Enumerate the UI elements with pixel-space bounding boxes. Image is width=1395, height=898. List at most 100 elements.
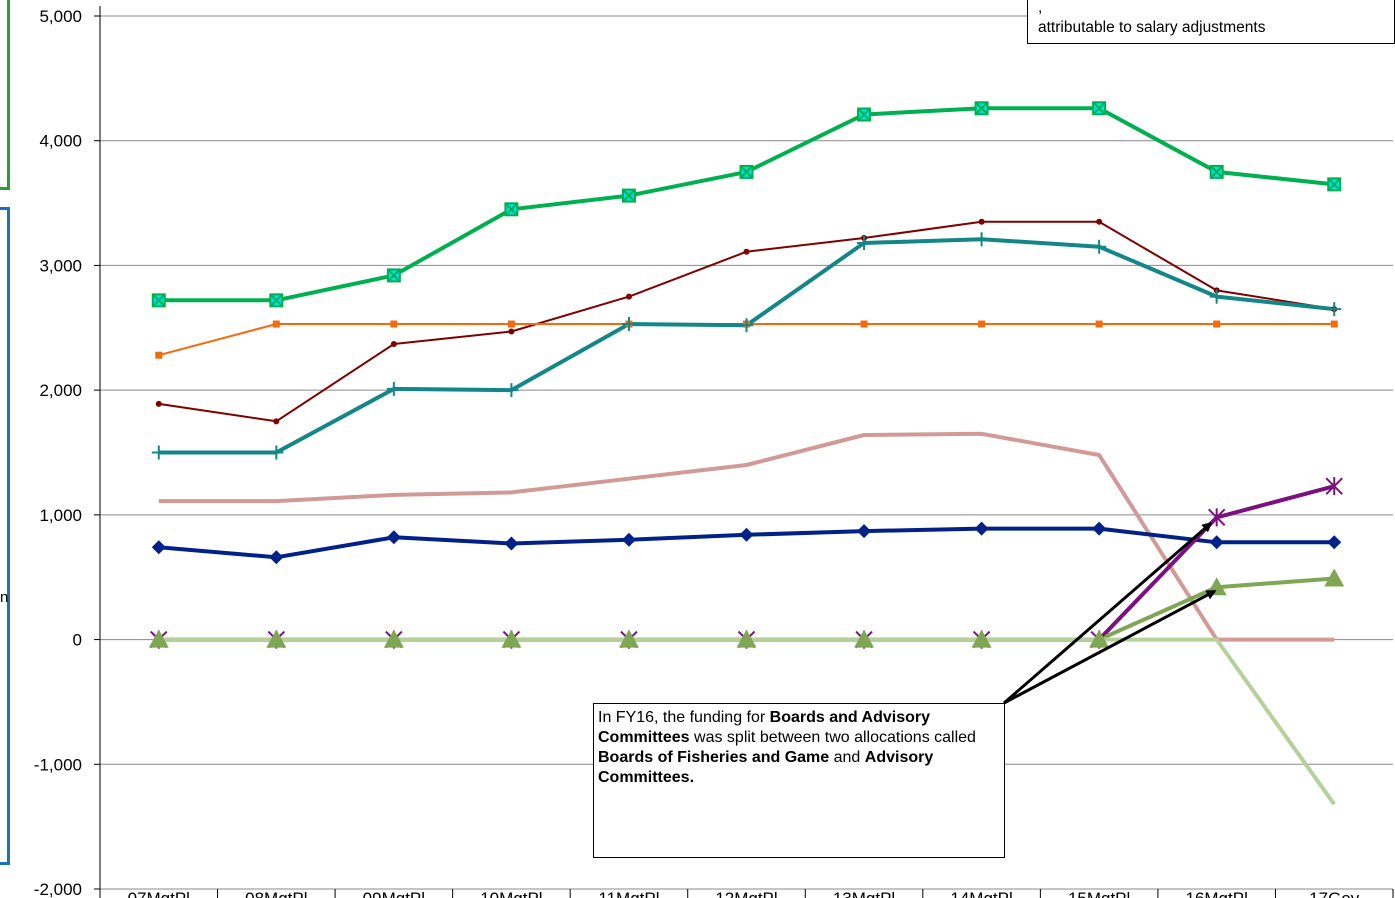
annotation-arrow xyxy=(1003,522,1213,705)
annotation-arrow xyxy=(1003,589,1217,705)
data-point xyxy=(390,340,397,347)
data-point xyxy=(625,293,632,300)
data-point xyxy=(386,268,401,283)
annotation-text-3: and xyxy=(829,749,865,766)
data-point xyxy=(507,320,515,328)
data-point xyxy=(621,188,636,203)
y-tick-label: 4,000 xyxy=(39,132,82,151)
data-point xyxy=(266,629,287,648)
x-tick-label: 10MgtPl xyxy=(480,889,542,898)
data-point xyxy=(974,521,989,536)
y-tick-label: -2,000 xyxy=(34,880,82,898)
data-point xyxy=(1092,521,1107,536)
left-legend-frame-green xyxy=(0,0,10,190)
data-point xyxy=(151,540,166,555)
data-point xyxy=(739,527,754,542)
salary-note-line1: , xyxy=(1038,0,1043,16)
y-tick-label: 1,000 xyxy=(39,506,82,525)
data-point xyxy=(155,400,162,407)
data-point xyxy=(1209,535,1224,550)
data-point xyxy=(151,293,166,308)
clipped-label-text: n xyxy=(0,589,9,606)
data-point xyxy=(1330,320,1338,328)
data-point xyxy=(386,381,401,396)
data-point xyxy=(269,550,284,565)
data-point xyxy=(1209,289,1224,304)
data-point xyxy=(1213,320,1221,328)
series-line xyxy=(158,484,1335,642)
data-point xyxy=(501,629,522,648)
annotation-arrows xyxy=(1003,522,1217,705)
data-point xyxy=(978,320,986,328)
x-tick-label: 17Gov xyxy=(1309,889,1360,898)
annotation-bold-3: Advisory Committees. xyxy=(598,749,934,786)
data-point xyxy=(1092,101,1107,116)
data-point xyxy=(148,629,169,648)
data-point xyxy=(1327,535,1342,550)
data-point xyxy=(971,629,992,648)
data-point xyxy=(504,383,519,398)
x-tick-label: 11MgtPl xyxy=(598,889,659,898)
data-point xyxy=(743,248,750,255)
data-point xyxy=(269,445,284,460)
x-axis: 07MgtPl 08MgtPl 09MgtPl 10MgtPl 11MgtPl 12Mgt… xyxy=(99,6,1394,898)
annotation-bold-1: Boards and Advisory Committees xyxy=(598,709,931,746)
annotation-text-2: was split between two allocations called xyxy=(689,729,976,746)
data-point xyxy=(1089,629,1110,648)
data-point xyxy=(736,629,757,648)
data-point xyxy=(1209,164,1224,179)
fy16-annotation-box: In FY16, the funding for Boards and Advi… xyxy=(593,703,1005,858)
x-tick-label: 14MgtPl xyxy=(950,889,1012,898)
data-point xyxy=(739,318,754,333)
salary-note-line2: attributable to salary adjustments xyxy=(1038,19,1266,36)
x-tick-label: 07MgtPl xyxy=(128,889,190,898)
y-axis-ticks: 5,000 4,000 3,000 2,000 1,000 0 -1,000 -2,000 xyxy=(34,7,100,898)
y-tick-label: 2,000 xyxy=(39,381,82,400)
x-tick-label: 09MgtPl xyxy=(363,889,425,898)
data-point xyxy=(383,629,404,648)
y-tick-label: 5,000 xyxy=(39,7,82,26)
data-point xyxy=(269,293,284,308)
data-point xyxy=(621,317,636,332)
series-line xyxy=(158,431,1335,642)
data-point xyxy=(739,164,754,179)
data-point xyxy=(508,328,515,335)
data-point xyxy=(1325,477,1343,496)
data-point xyxy=(1324,568,1345,587)
data-point xyxy=(860,320,868,328)
data-point xyxy=(974,232,989,247)
data-point xyxy=(1092,239,1107,254)
annotation-text-1: In FY16, the funding for xyxy=(598,709,770,726)
data-point xyxy=(504,536,519,551)
series-lines xyxy=(158,106,1336,806)
data-point xyxy=(390,320,398,328)
x-tick-label: 16MgtPl xyxy=(1185,889,1247,898)
data-point xyxy=(1327,177,1342,192)
x-tick-label: 12MgtPl xyxy=(715,889,777,898)
salary-note-box: , attributable to salary adjustments xyxy=(1027,0,1395,44)
x-tick-label: 13MgtPl xyxy=(833,889,895,898)
data-point xyxy=(386,530,401,545)
data-point xyxy=(621,532,636,547)
left-legend-frame-blue xyxy=(0,207,10,865)
data-point xyxy=(272,320,280,328)
data-point xyxy=(151,445,166,460)
data-point xyxy=(618,629,639,648)
data-point xyxy=(155,351,163,359)
data-point xyxy=(504,202,519,217)
data-point xyxy=(854,629,875,648)
x-tick-label: 08MgtPl xyxy=(245,889,307,898)
data-point xyxy=(974,101,989,116)
data-point xyxy=(857,524,872,539)
data-point xyxy=(1096,218,1103,225)
data-point xyxy=(1327,302,1342,317)
y-tick-label: 0 xyxy=(73,631,82,650)
series-line xyxy=(158,237,1335,455)
data-point xyxy=(273,418,280,425)
annotation-bold-2: Boards of Fisheries and Game xyxy=(598,749,830,766)
data-point xyxy=(857,107,872,122)
data-point xyxy=(978,218,985,225)
data-point xyxy=(1095,320,1103,328)
data-point xyxy=(857,235,872,250)
